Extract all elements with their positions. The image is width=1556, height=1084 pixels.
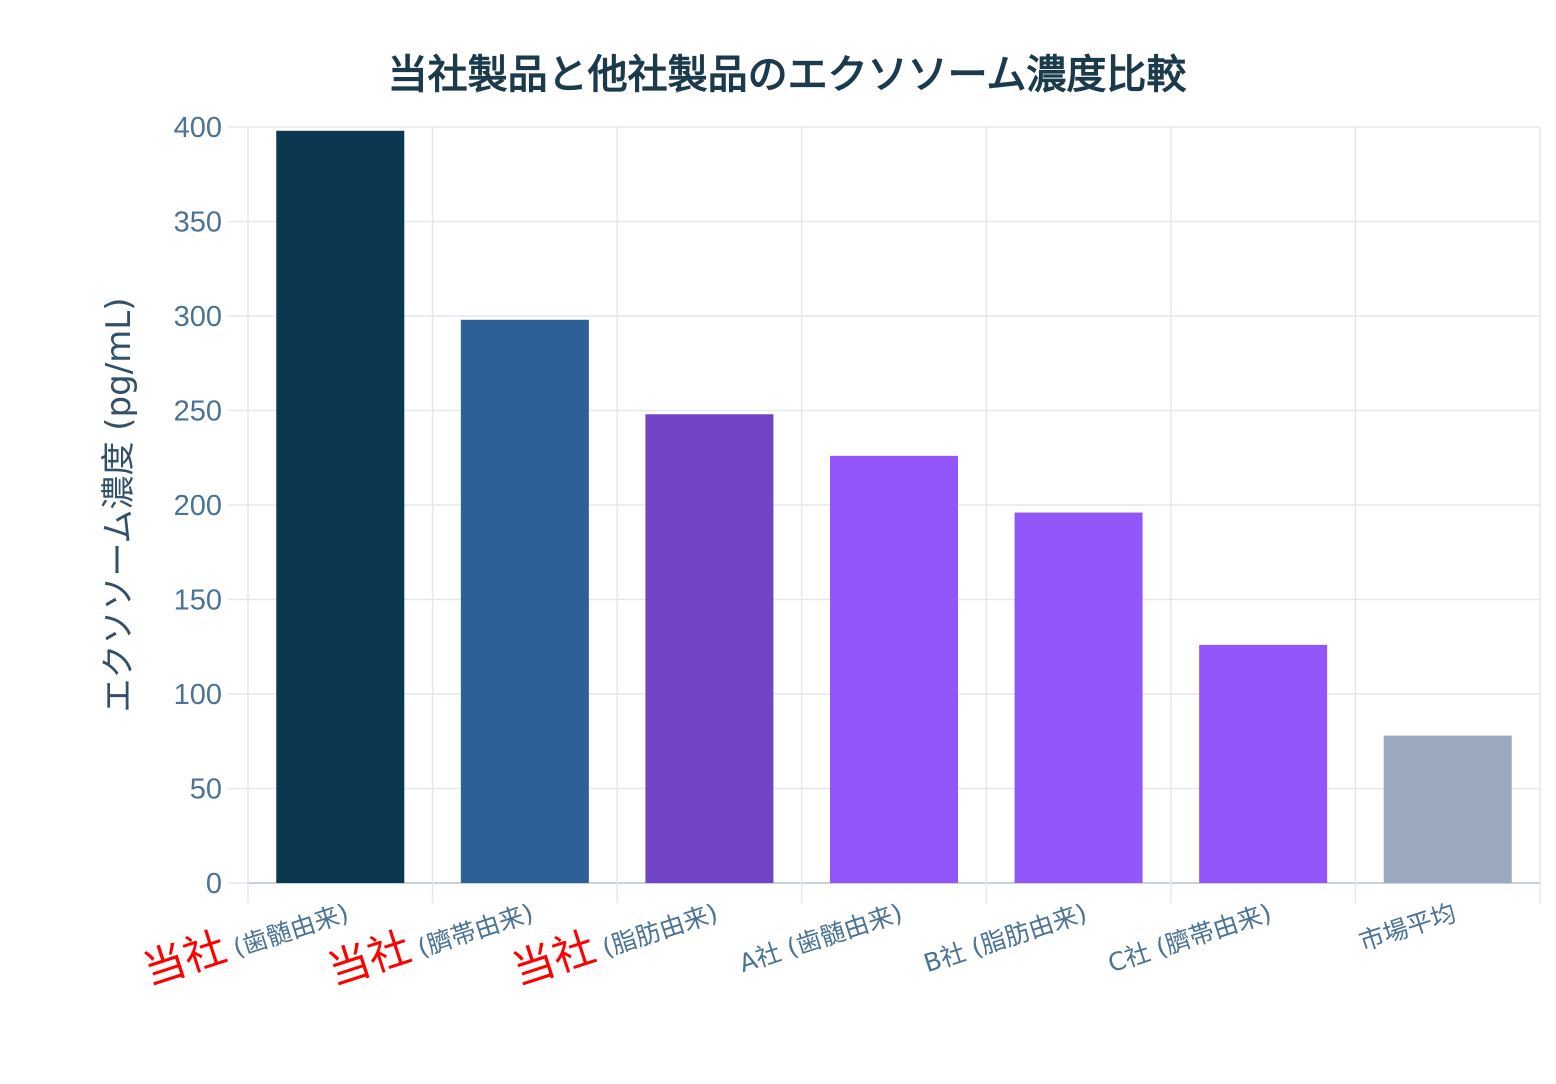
x-tick-text: A社 (歯髄由来) <box>736 898 906 978</box>
x-tick-text: C社 (臍帯由来) <box>1104 898 1275 978</box>
bars <box>276 130 1512 883</box>
bar <box>645 414 774 883</box>
chart-title: 当社製品と他社製品のエクソソーム濃度比較 <box>388 52 1188 98</box>
x-tick-prefix: 当社 <box>506 922 601 995</box>
x-tick-label: 市場平均 <box>1355 898 1459 956</box>
y-tick-label: 400 <box>174 112 222 144</box>
y-axis-ticks: 0 50 100 150 200 250 300 350 400 <box>174 112 222 900</box>
x-tick-label: 当社 (歯髄由来) <box>137 883 353 995</box>
y-tick-label: 50 <box>190 774 222 806</box>
x-tick-label: B社 (脂肪由来) <box>920 898 1090 978</box>
y-tick-label: 250 <box>174 396 222 428</box>
y-tick-label: 150 <box>174 585 222 617</box>
y-tick-label: 100 <box>174 679 222 711</box>
bar <box>1014 512 1143 883</box>
x-tick-label: 当社 (脂肪由来) <box>506 883 722 995</box>
y-tick-label: 350 <box>174 207 222 239</box>
x-tick-prefix: 当社 <box>322 922 417 995</box>
x-tick-text: (脂肪由来) <box>591 898 721 965</box>
bar <box>1383 735 1512 883</box>
bar <box>830 455 958 883</box>
x-axis-ticks: 当社 (歯髄由来)当社 (臍帯由来)当社 (脂肪由来) A社 (歯髄由来) B社 (… <box>137 883 1459 995</box>
x-tick-text: 市場平均 <box>1355 898 1459 956</box>
y-tick-label: 300 <box>174 301 222 333</box>
x-tick-label: 当社 (臍帯由来) <box>322 883 538 995</box>
bar <box>460 319 589 883</box>
y-tick-label: 200 <box>174 490 222 522</box>
x-tick-label: C社 (臍帯由来) <box>1104 898 1275 978</box>
bar <box>1199 644 1328 883</box>
y-axis-label: エクソソーム濃度 (pg/mL) <box>99 298 139 713</box>
bar <box>276 130 405 883</box>
x-tick-prefix: 当社 <box>137 922 232 995</box>
x-tick-text: B社 (脂肪由来) <box>920 898 1090 978</box>
x-tick-label: A社 (歯髄由来) <box>736 898 906 978</box>
y-tick-label: 0 <box>206 868 222 900</box>
